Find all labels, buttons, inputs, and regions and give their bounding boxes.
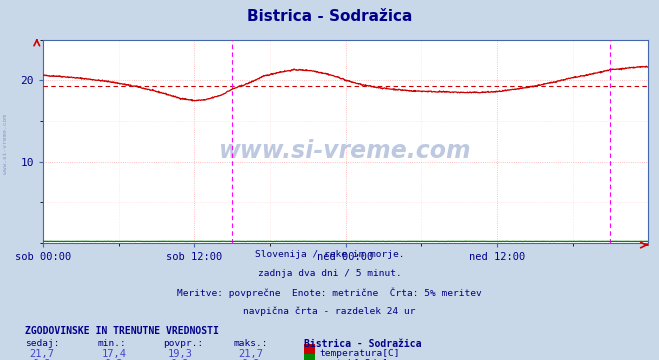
Text: povpr.:: povpr.: [163, 339, 204, 348]
Text: www.si-vreme.com: www.si-vreme.com [3, 114, 8, 174]
Text: www.si-vreme.com: www.si-vreme.com [219, 139, 472, 163]
Text: sedaj:: sedaj: [25, 339, 59, 348]
Text: 0,2: 0,2 [32, 359, 51, 360]
Text: navpična črta - razdelek 24 ur: navpična črta - razdelek 24 ur [243, 306, 416, 316]
Text: min.:: min.: [98, 339, 127, 348]
Text: 0,2: 0,2 [241, 359, 260, 360]
Text: 0,2: 0,2 [171, 359, 189, 360]
Text: zadnja dva dni / 5 minut.: zadnja dva dni / 5 minut. [258, 269, 401, 278]
Text: Meritve: povprečne  Enote: metrične  Črta: 5% meritev: Meritve: povprečne Enote: metrične Črta:… [177, 288, 482, 298]
Text: 19,3: 19,3 [167, 349, 192, 359]
Text: Slovenija / reke in morje.: Slovenija / reke in morje. [255, 250, 404, 259]
Text: Bistrica - Sodražica: Bistrica - Sodražica [304, 339, 422, 349]
Text: 17,4: 17,4 [101, 349, 127, 359]
Text: ZGODOVINSKE IN TRENUTNE VREDNOSTI: ZGODOVINSKE IN TRENUTNE VREDNOSTI [25, 326, 219, 336]
Text: 21,7: 21,7 [238, 349, 263, 359]
Text: pretok[m3/s]: pretok[m3/s] [319, 359, 388, 360]
Text: 21,7: 21,7 [29, 349, 54, 359]
Text: temperatura[C]: temperatura[C] [319, 349, 399, 358]
Text: maks.:: maks.: [234, 339, 268, 348]
Text: 0,2: 0,2 [105, 359, 123, 360]
Text: Bistrica - Sodražica: Bistrica - Sodražica [247, 9, 412, 24]
